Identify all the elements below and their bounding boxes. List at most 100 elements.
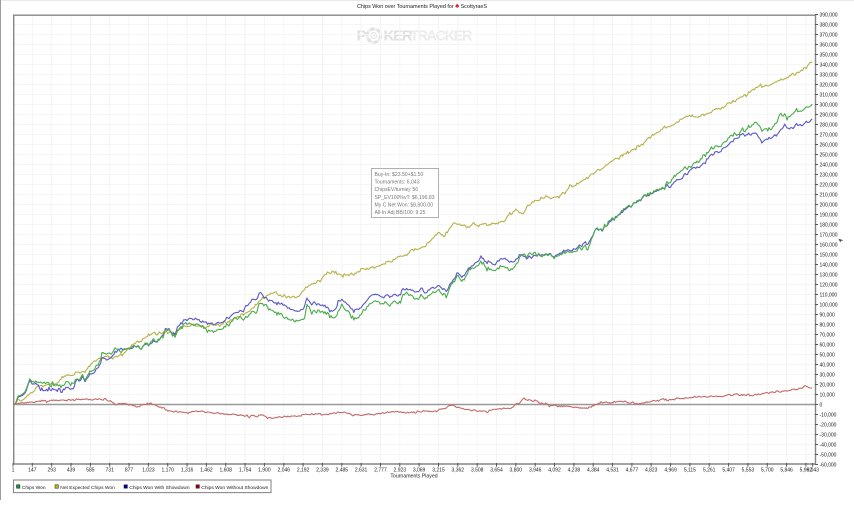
svg-text:40,000: 40,000 <box>820 362 836 368</box>
svg-text:240,000: 240,000 <box>820 162 838 168</box>
svg-text:1,754: 1,754 <box>239 468 252 474</box>
svg-text:-40,000: -40,000 <box>820 442 837 448</box>
svg-text:70,000: 70,000 <box>820 332 836 338</box>
svg-text:3,362: 3,362 <box>452 468 465 474</box>
svg-text:5,553: 5,553 <box>742 468 755 474</box>
svg-text:30,000: 30,000 <box>820 372 836 378</box>
svg-text:2,777: 2,777 <box>374 468 387 474</box>
svg-text:160,000: 160,000 <box>820 242 838 248</box>
svg-text:KER: KER <box>384 28 413 45</box>
svg-text:340,000: 340,000 <box>820 62 838 68</box>
svg-text:4,969: 4,969 <box>664 468 677 474</box>
svg-text:250,000: 250,000 <box>820 152 838 158</box>
svg-text:290,000: 290,000 <box>820 112 838 118</box>
svg-text:80,000: 80,000 <box>820 322 836 328</box>
svg-text:1,900: 1,900 <box>258 468 271 474</box>
svg-text:380,000: 380,000 <box>820 22 838 28</box>
svg-text:5,115: 5,115 <box>684 468 696 474</box>
svg-text:150,000: 150,000 <box>820 252 838 258</box>
svg-text:147: 147 <box>28 468 37 474</box>
svg-text:330,000: 330,000 <box>820 72 838 78</box>
svg-text:130,000: 130,000 <box>820 272 838 278</box>
svg-text:140,000: 140,000 <box>820 262 838 268</box>
svg-text:-30,000: -30,000 <box>820 432 837 438</box>
svg-text:210,000: 210,000 <box>820 192 838 198</box>
svg-text:585: 585 <box>86 468 95 474</box>
svg-text:-60,000: -60,000 <box>820 462 837 468</box>
svg-text:300,000: 300,000 <box>820 102 838 108</box>
svg-text:350,000: 350,000 <box>820 52 838 58</box>
svg-text:50,000: 50,000 <box>820 352 836 358</box>
svg-text:230,000: 230,000 <box>820 172 838 178</box>
svg-text:4,384: 4,384 <box>587 468 600 474</box>
svg-text:5,846: 5,846 <box>780 468 793 474</box>
svg-text:Net Expected Chips Won: Net Expected Chips Won <box>60 485 115 491</box>
svg-text:2,631: 2,631 <box>355 468 368 474</box>
svg-text:293: 293 <box>48 468 57 474</box>
svg-text:Tournaments Played: Tournaments Played <box>390 473 437 479</box>
svg-text:TRACKER: TRACKER <box>410 29 473 45</box>
svg-text:1,608: 1,608 <box>219 468 232 474</box>
svg-text:3,654: 3,654 <box>490 468 503 474</box>
svg-text:Tournaments: 6,043: Tournaments: 6,043 <box>375 180 420 186</box>
svg-text:170,000: 170,000 <box>820 232 838 238</box>
svg-text:360,000: 360,000 <box>820 42 838 48</box>
svg-text:Chips Won over Tournaments Pla: Chips Won over Tournaments Played for ♠ … <box>357 1 487 10</box>
svg-text:190,000: 190,000 <box>820 212 838 218</box>
svg-text:3,508: 3,508 <box>471 468 484 474</box>
svg-text:10,000: 10,000 <box>820 392 836 398</box>
svg-text:4,092: 4,092 <box>548 468 561 474</box>
svg-text:1: 1 <box>12 468 15 474</box>
svg-text:All-In Adj BB/100: 9.25: All-In Adj BB/100: 9.25 <box>375 210 426 216</box>
svg-text:180,000: 180,000 <box>820 222 838 228</box>
svg-text:220,000: 220,000 <box>820 182 838 188</box>
svg-text:SP_EV100%vT: $6,196.83: SP_EV100%vT: $6,196.83 <box>375 195 435 201</box>
svg-text:Chips Won With Showdown: Chips Won With Showdown <box>129 485 190 491</box>
svg-text:5,700: 5,700 <box>761 468 774 474</box>
svg-text:4,677: 4,677 <box>626 468 639 474</box>
svg-text:280,000: 280,000 <box>820 122 838 128</box>
svg-text:5,261: 5,261 <box>703 468 716 474</box>
svg-text:100,000: 100,000 <box>820 302 838 308</box>
svg-text:120,000: 120,000 <box>820 282 838 288</box>
svg-text:90,000: 90,000 <box>820 312 836 318</box>
svg-text:1,316: 1,316 <box>181 468 194 474</box>
svg-text:1,170: 1,170 <box>161 468 174 474</box>
svg-text:731: 731 <box>106 468 115 474</box>
svg-text:5,407: 5,407 <box>722 468 735 474</box>
svg-text:439: 439 <box>67 468 76 474</box>
svg-text:6,043: 6,043 <box>806 468 819 474</box>
svg-text:2,485: 2,485 <box>336 468 349 474</box>
svg-text:200,000: 200,000 <box>820 202 838 208</box>
svg-text:-50,000: -50,000 <box>820 452 837 458</box>
svg-text:-20,000: -20,000 <box>820 422 837 428</box>
svg-text:Chips Won Without Showdown: Chips Won Without Showdown <box>201 485 268 491</box>
svg-text:3,800: 3,800 <box>510 468 523 474</box>
svg-text:1,462: 1,462 <box>200 468 213 474</box>
svg-text:60,000: 60,000 <box>820 342 836 348</box>
svg-text:5,992: 5,992 <box>800 468 813 474</box>
svg-text:3,069: 3,069 <box>413 468 426 474</box>
svg-text:20,000: 20,000 <box>820 382 836 388</box>
svg-text:390,000: 390,000 <box>820 12 838 18</box>
svg-text:2,923: 2,923 <box>394 468 407 474</box>
svg-text:3,946: 3,946 <box>529 468 542 474</box>
svg-text:110,000: 110,000 <box>820 292 838 298</box>
svg-text:270,000: 270,000 <box>820 132 838 138</box>
svg-text:2,046: 2,046 <box>278 468 291 474</box>
svg-text:0: 0 <box>820 402 823 408</box>
svg-text:Buy-In: $23.50+$1.50: Buy-In: $23.50+$1.50 <box>375 172 424 178</box>
svg-text:370,000: 370,000 <box>820 32 838 38</box>
svg-text:4,823: 4,823 <box>645 468 658 474</box>
svg-text:877: 877 <box>125 468 134 474</box>
svg-text:4,531: 4,531 <box>606 468 619 474</box>
svg-text:310,000: 310,000 <box>820 92 838 98</box>
svg-text:ChipsEV/turniej: 56: ChipsEV/turniej: 56 <box>375 187 419 193</box>
svg-text:Chips Won: Chips Won <box>22 485 46 491</box>
svg-text:3,215: 3,215 <box>432 468 445 474</box>
svg-text:4,238: 4,238 <box>568 468 581 474</box>
svg-text:320,000: 320,000 <box>820 82 838 88</box>
svg-text:1,023: 1,023 <box>142 468 155 474</box>
svg-text:260,000: 260,000 <box>820 142 838 148</box>
svg-text:2,192: 2,192 <box>297 468 310 474</box>
